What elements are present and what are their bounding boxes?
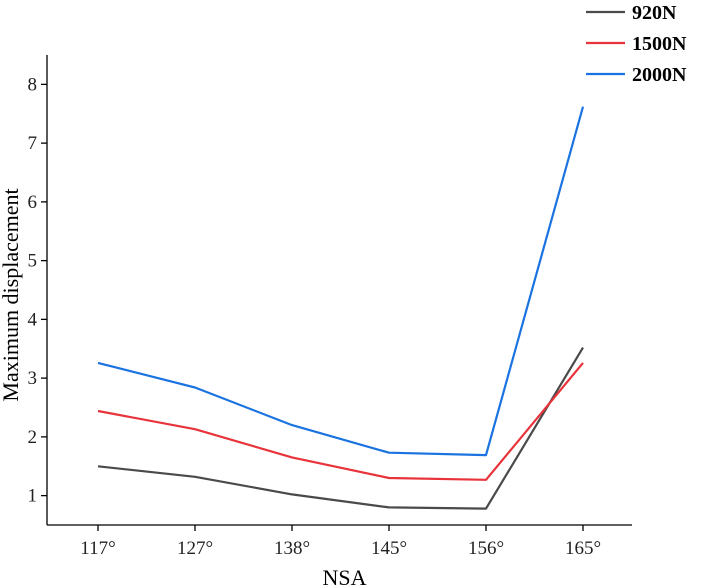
y-ticks: 1 2 3 4 5 6 7 8 bbox=[28, 74, 47, 507]
y-tick-label: 7 bbox=[28, 133, 38, 154]
legend-label: 2000N bbox=[632, 64, 687, 86]
legend-label: 1500N bbox=[632, 33, 687, 55]
series-lines bbox=[97, 106, 585, 510]
y-tick-label: 5 bbox=[28, 251, 38, 272]
y-tick-label: 4 bbox=[28, 309, 38, 330]
y-tick-label: 1 bbox=[28, 486, 38, 507]
series-line-2000n bbox=[97, 106, 585, 457]
x-tick-label: 117° bbox=[80, 538, 115, 559]
x-tick-label: 156° bbox=[468, 538, 504, 559]
series-line-1500n bbox=[97, 362, 584, 481]
y-axis-title: Maximum displacement bbox=[0, 188, 23, 401]
x-tick-label: 127° bbox=[177, 538, 213, 559]
x-tick-label: 145° bbox=[371, 538, 407, 559]
legend: 920N 1500N 2000N bbox=[586, 2, 687, 86]
axes bbox=[46, 55, 632, 526]
y-tick-label: 6 bbox=[28, 192, 38, 213]
series-line-920n bbox=[97, 347, 584, 510]
y-tick-label: 8 bbox=[28, 74, 38, 95]
y-tick-label: 2 bbox=[28, 427, 38, 448]
x-tick-label: 165° bbox=[565, 538, 601, 559]
y-tick-label: 3 bbox=[28, 368, 38, 389]
legend-label: 920N bbox=[632, 2, 677, 24]
x-axis-title: NSA bbox=[322, 565, 366, 588]
x-tick-label: 138° bbox=[274, 538, 310, 559]
x-ticks: 117° 127° 138° 145° 156° 165° bbox=[80, 525, 601, 559]
